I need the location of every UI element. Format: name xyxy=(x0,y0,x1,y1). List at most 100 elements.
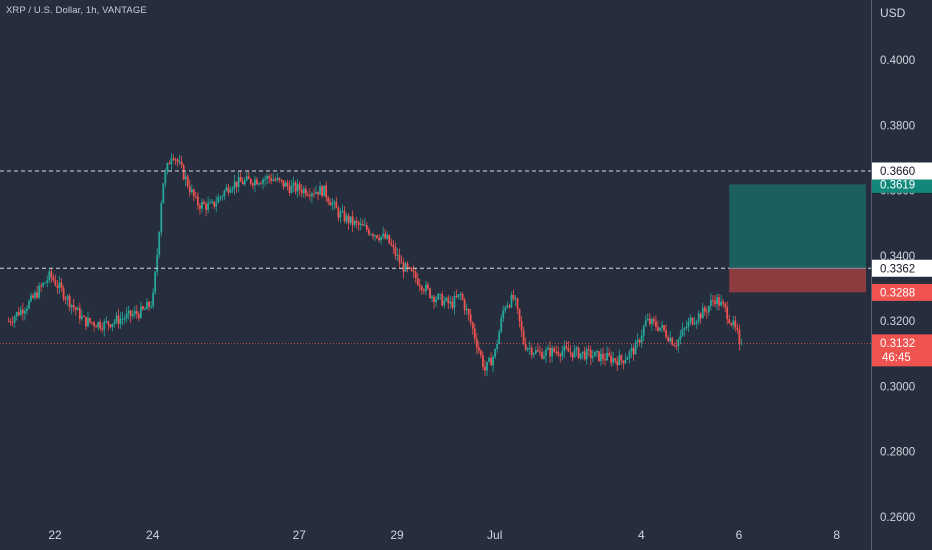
candle-body xyxy=(363,225,366,227)
symbol-title: XRP / U.S. Dollar, 1h, VANTAGE xyxy=(6,5,147,16)
candle-body xyxy=(237,177,240,187)
candle-body xyxy=(416,278,419,285)
candle-body xyxy=(70,304,73,308)
candle-body xyxy=(327,197,330,202)
candle-body xyxy=(209,202,212,204)
candle-body xyxy=(555,351,558,353)
candle-body xyxy=(109,324,112,327)
candle-body xyxy=(7,321,10,323)
candle-body xyxy=(38,285,41,298)
candle-body xyxy=(91,322,93,324)
candle-body xyxy=(152,292,155,307)
candle-body xyxy=(457,294,460,298)
candle-body xyxy=(184,176,187,180)
candle-body xyxy=(83,316,85,318)
candle-body xyxy=(355,220,358,223)
candle-body xyxy=(738,329,741,344)
candle-body xyxy=(441,294,444,306)
candle-body xyxy=(712,300,714,302)
candle-body xyxy=(9,321,12,323)
candle-body xyxy=(182,165,185,180)
candle-body xyxy=(398,254,401,263)
candle-body xyxy=(422,290,425,292)
candle-body xyxy=(384,233,387,239)
candle-body xyxy=(317,191,319,195)
candle-body xyxy=(42,282,45,287)
candle-body xyxy=(490,357,492,366)
candle-body xyxy=(437,294,440,300)
candle-body xyxy=(58,282,61,288)
candle-body xyxy=(506,305,509,308)
candle-body xyxy=(530,347,533,355)
candle-body xyxy=(231,188,234,191)
candle-body xyxy=(402,262,405,272)
candle-body xyxy=(239,177,242,182)
candle-body xyxy=(52,277,55,281)
candle-body xyxy=(321,186,323,197)
candle-body xyxy=(219,196,222,198)
candle-body xyxy=(68,296,71,308)
candle-body xyxy=(199,205,201,209)
candle-body xyxy=(420,286,423,291)
profit-zone[interactable] xyxy=(729,184,867,269)
candle-body xyxy=(386,234,389,239)
candle-body xyxy=(484,367,486,371)
candle-body xyxy=(268,176,271,179)
candle-body xyxy=(54,280,57,286)
candle-body xyxy=(541,352,543,359)
candle-body xyxy=(319,186,321,195)
candle-body xyxy=(396,254,399,256)
candle-body xyxy=(394,247,397,256)
candle-body xyxy=(89,317,91,323)
candle-body xyxy=(429,288,431,298)
candle-body xyxy=(736,327,739,330)
candle-body xyxy=(451,301,454,308)
price-tick-label: 0.3200 xyxy=(880,316,915,328)
date-tick-label: 4 xyxy=(638,528,645,542)
candle-body xyxy=(357,222,360,226)
candle-body xyxy=(522,330,525,344)
price-axis[interactable]: 0.26000.28000.30000.32000.34000.36000.38… xyxy=(872,55,932,524)
candle-body xyxy=(734,320,737,328)
candle-body xyxy=(553,347,556,352)
candle-body xyxy=(504,307,507,311)
candle-body xyxy=(435,299,437,303)
candle-body xyxy=(46,280,49,283)
candle-body xyxy=(516,298,519,309)
candle-body xyxy=(642,326,645,336)
candle-body xyxy=(176,159,179,163)
candle-body xyxy=(215,202,218,207)
candle-body xyxy=(390,243,393,246)
candle-body xyxy=(683,328,686,330)
candle-body xyxy=(241,181,244,185)
candle-body xyxy=(146,302,148,309)
candle-body xyxy=(306,194,309,196)
candle-body xyxy=(526,348,529,350)
candle-body xyxy=(459,294,462,296)
candle-body xyxy=(410,267,413,271)
candle-body xyxy=(221,196,224,198)
candle-body xyxy=(565,346,568,349)
candle-body xyxy=(567,348,570,352)
candle-body xyxy=(382,233,385,237)
take-profit-tag: 0.3619 xyxy=(880,179,915,191)
candle-body xyxy=(282,180,285,187)
candle-body xyxy=(337,208,340,218)
candle-body xyxy=(596,351,598,353)
candle-body xyxy=(40,285,43,287)
candle-body xyxy=(697,313,700,322)
candle-body xyxy=(93,322,95,326)
candle-body xyxy=(276,177,279,181)
loss-zone[interactable] xyxy=(729,268,867,293)
time-axis[interactable]: 22242729Jul46811 xyxy=(48,528,932,542)
candle-body xyxy=(632,348,635,355)
candle-body xyxy=(482,355,484,368)
date-tick-label: 22 xyxy=(48,528,62,542)
candle-body xyxy=(689,317,692,322)
candle-body xyxy=(192,189,195,197)
date-tick-label: 24 xyxy=(146,528,160,542)
candle-body xyxy=(343,210,346,222)
candle-body xyxy=(188,186,191,193)
candle-body xyxy=(716,297,718,305)
